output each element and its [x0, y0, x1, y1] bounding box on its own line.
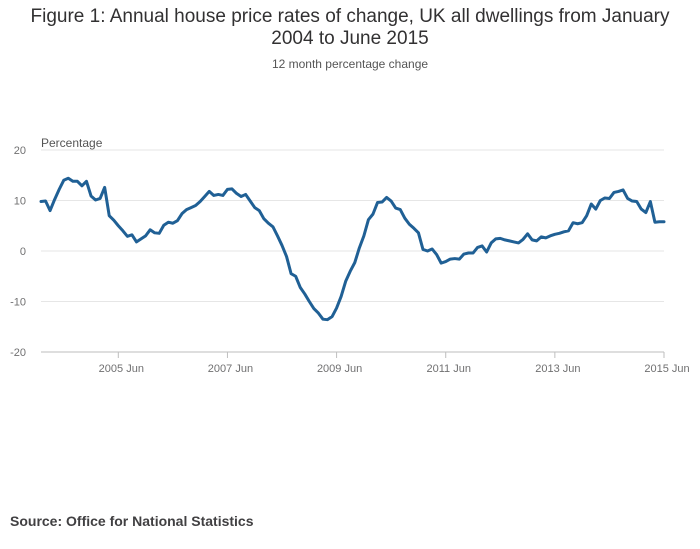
- y-axis-label: Percentage: [41, 136, 103, 150]
- x-tick-label: 2007 Jun: [208, 363, 253, 375]
- x-tick-label: 2009 Jun: [317, 363, 362, 375]
- series-group: [39, 176, 666, 322]
- source-note: Source: Office for National Statistics: [10, 513, 254, 529]
- x-tick-label: 2011 Jun: [426, 363, 470, 375]
- y-tick-label: -20: [10, 347, 26, 359]
- chart-title: Figure 1: Annual house price rates of ch…: [30, 6, 670, 49]
- y-tick-label: 0: [20, 246, 26, 258]
- axes: -20 -10 0 10 20 2005 Jun 2007 Jun 2009 Jun 2011 …: [10, 145, 690, 375]
- gridlines: [41, 149, 664, 353]
- y-tick-label: -10: [10, 297, 26, 309]
- x-tick-label: 2013 Jun: [535, 363, 580, 375]
- series-line-uk-all-dwellings: [39, 176, 666, 322]
- x-tick-label: 2015 Jun: [644, 363, 689, 375]
- y-tick-label: 10: [14, 196, 26, 208]
- chart-subtitle: 12 month percentage change: [271, 57, 429, 71]
- y-tick-label: 20: [14, 145, 26, 157]
- x-tick-label: 2005 Jun: [99, 363, 144, 375]
